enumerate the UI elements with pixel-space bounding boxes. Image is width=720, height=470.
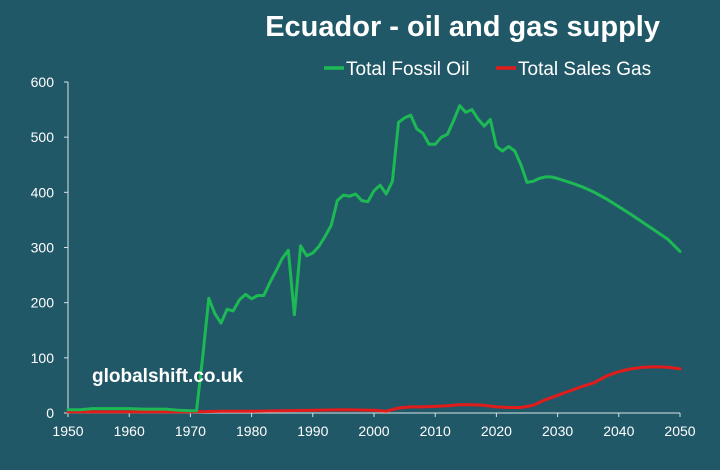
y-tick-label: 400 bbox=[31, 184, 55, 200]
legend-label-oil: Total Fossil Oil bbox=[346, 59, 470, 80]
y-tick-label: 600 bbox=[31, 74, 55, 90]
x-tick-label: 1950 bbox=[52, 423, 83, 439]
x-tick-label: 2000 bbox=[358, 423, 389, 439]
x-tick-label: 2010 bbox=[420, 423, 451, 439]
series-line-total-sales-gas bbox=[66, 365, 682, 414]
y-tick-label: 0 bbox=[46, 405, 54, 421]
x-tick-label: 2030 bbox=[542, 423, 573, 439]
watermark: globalshift.co.uk bbox=[92, 366, 243, 387]
y-tick-label: 500 bbox=[31, 129, 55, 145]
chart-title: Ecuador - oil and gas supply bbox=[265, 11, 660, 43]
legend: Total Fossil Oil Total Sales Gas bbox=[324, 59, 651, 80]
x-axis: 1950 1960 1970 1980 1990 2000 2010 2020 2030 2040… bbox=[52, 412, 696, 439]
x-tick-label: 1970 bbox=[175, 423, 206, 439]
plot-area bbox=[66, 104, 682, 414]
series-line-total-fossil-oil bbox=[66, 104, 682, 413]
y-tick-label: 300 bbox=[31, 240, 55, 256]
x-tick-label: 1960 bbox=[114, 423, 145, 439]
x-tick-label: 2040 bbox=[603, 423, 634, 439]
x-tick-label: 1990 bbox=[297, 423, 328, 439]
y-axis: 0 100 200 300 400 500 600 bbox=[31, 74, 69, 421]
x-tick-label: 1980 bbox=[236, 423, 267, 439]
x-tick-label: 2020 bbox=[481, 423, 512, 439]
y-tick-label: 100 bbox=[31, 350, 55, 366]
y-tick-label: 200 bbox=[31, 295, 55, 311]
x-tick-label: 2050 bbox=[664, 423, 695, 439]
legend-label-gas: Total Sales Gas bbox=[518, 59, 651, 80]
